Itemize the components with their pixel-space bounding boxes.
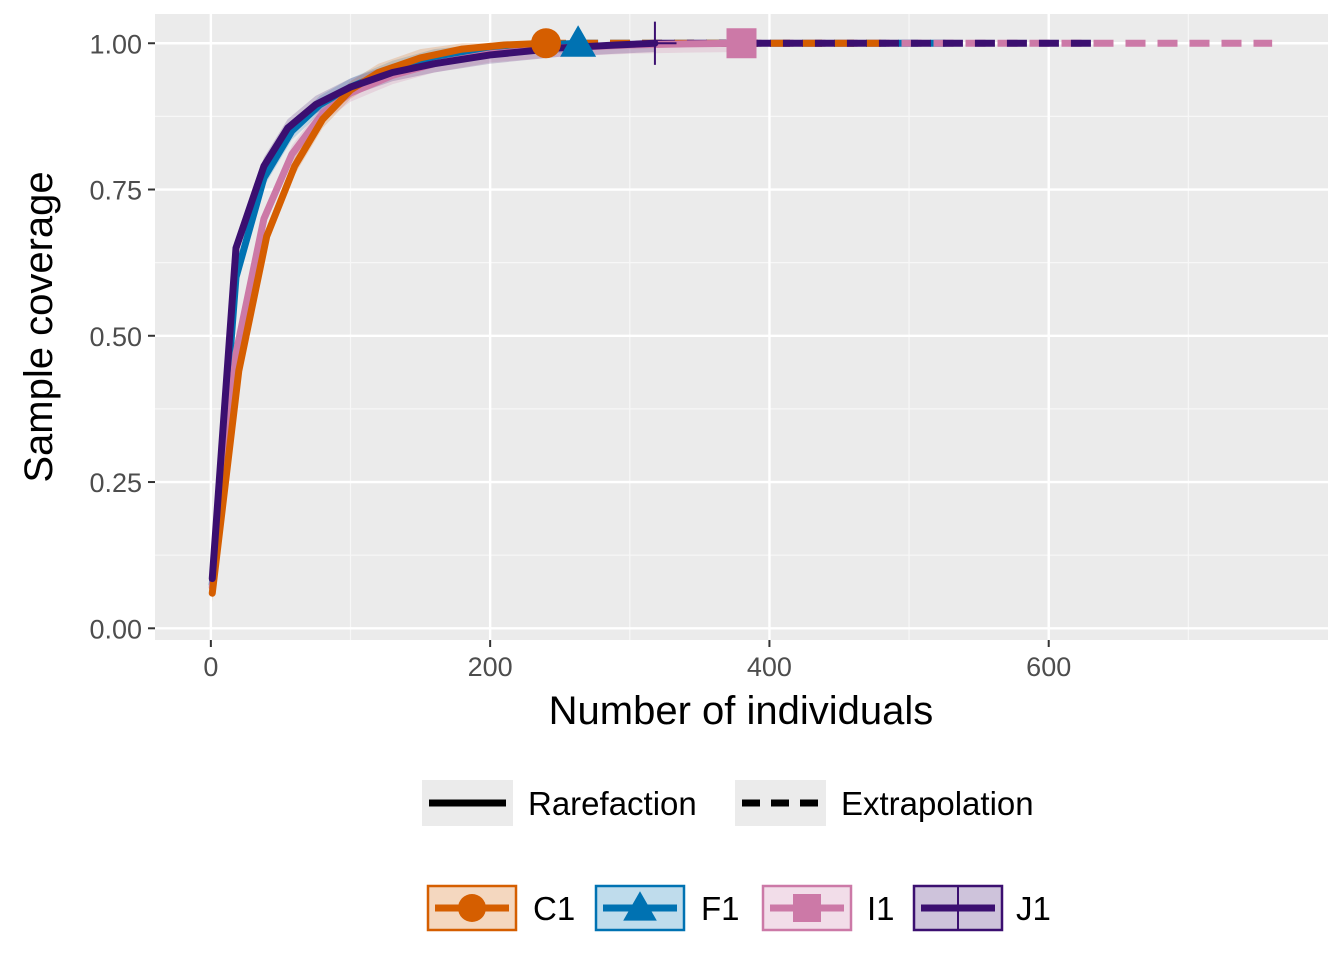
- legend-label-i1: I1: [867, 890, 895, 927]
- legend-item-f1: F1: [594, 884, 740, 932]
- legend-label-extrapolation: Extrapolation: [841, 785, 1034, 822]
- grid-major: [155, 14, 1328, 640]
- y-axis: 0.00 0.25 0.50 0.75 1.00: [89, 29, 155, 644]
- series-legend: C1 F1 I1 J1: [426, 884, 1051, 932]
- legend-label-c1: C1: [533, 890, 575, 927]
- x-tick-label: 0: [203, 652, 218, 682]
- legend-label-j1: J1: [1016, 890, 1051, 927]
- y-tick-label: 0.75: [89, 176, 142, 206]
- observed-point-c1: [531, 28, 561, 59]
- line-type-legend: Rarefaction Extrapolation: [422, 780, 1034, 826]
- x-tick-label: 400: [747, 652, 792, 682]
- x-tick-label: 600: [1026, 652, 1071, 682]
- legend-item-c1: C1: [426, 884, 575, 932]
- grid-minor: [155, 14, 1328, 640]
- x-tick-label: 200: [468, 652, 513, 682]
- observed-point-j1: [633, 21, 677, 65]
- x-axis-title: Number of individuals: [549, 689, 934, 733]
- legend-item-i1: I1: [761, 884, 895, 932]
- observed-point-f1: [560, 25, 597, 57]
- y-tick-label: 0.00: [89, 614, 142, 644]
- y-tick-label: 1.00: [89, 29, 142, 59]
- legend-label-rarefaction: Rarefaction: [528, 785, 697, 822]
- y-axis-title: Sample coverage: [17, 171, 61, 482]
- x-axis: 0 200 400 600: [203, 640, 1071, 682]
- observed-point-i1: [726, 28, 757, 59]
- observed-markers: [531, 21, 757, 65]
- legend-marker-f1: [623, 891, 657, 921]
- legend-marker-c1: [458, 894, 486, 922]
- series-layer: [208, 21, 1273, 602]
- legend-item-j1: J1: [912, 884, 1051, 932]
- legend-label-f1: F1: [701, 890, 740, 927]
- y-tick-label: 0.25: [89, 468, 142, 498]
- y-tick-label: 0.50: [89, 322, 142, 352]
- legend-marker-i1: [793, 894, 821, 922]
